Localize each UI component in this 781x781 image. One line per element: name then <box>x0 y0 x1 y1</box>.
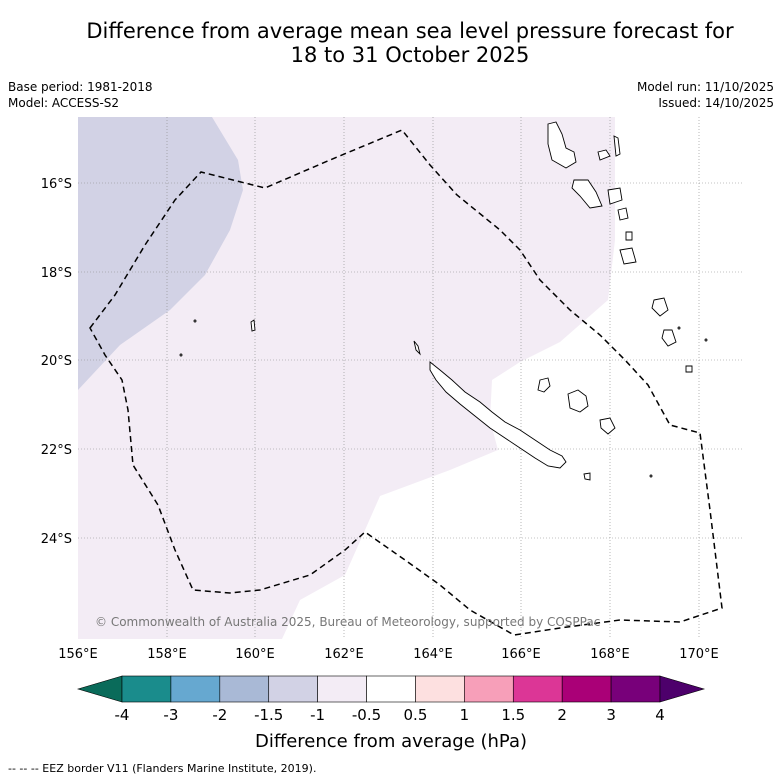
matthew-island <box>685 365 693 373</box>
colorbar-cell <box>317 675 367 703</box>
lat-label: 24°S <box>41 532 72 547</box>
lon-label: 158°E <box>147 647 187 662</box>
model-run: Model run: 11/10/2025 <box>636 80 774 94</box>
colorbar-cell <box>415 675 465 703</box>
colorbar-cell <box>561 675 612 703</box>
lon-label: 156°E <box>58 647 98 662</box>
lon-label: 170°E <box>679 647 719 662</box>
lat-labels: 16°S 18°S 20°S 22°S 24°S <box>41 177 72 547</box>
title-line-1: Difference from average mean sea level p… <box>86 19 734 43</box>
colorbar: -4 -3 -2 -1.5 -1 -0.5 0.5 1 1.5 2 3 4 Difference fr… <box>76 675 706 752</box>
model-name: Model: ACCESS-S2 <box>8 96 120 110</box>
colorbar-tick-label: 1 <box>460 706 470 724</box>
colorbar-cell <box>366 675 416 703</box>
coastlines <box>179 121 708 481</box>
colorbar-tick-label: 0.5 <box>404 706 428 724</box>
colorbar-cell <box>268 675 318 703</box>
colorbar-tick-label: 4 <box>655 706 665 724</box>
lat-label: 20°S <box>41 354 72 369</box>
islet-dot <box>193 319 197 323</box>
belep-islets <box>413 340 421 356</box>
lon-label: 162°E <box>324 647 364 662</box>
tanna-island <box>625 231 633 241</box>
erromango-island <box>619 247 637 265</box>
colorbar-tick-label: 2 <box>557 706 567 724</box>
hunter-island <box>661 329 677 347</box>
new-caledonia-island <box>429 361 567 469</box>
maewo-island <box>613 135 621 157</box>
colorbar-cell <box>121 675 172 703</box>
colorbar-cell <box>464 675 514 703</box>
lat-label: 16°S <box>41 177 72 192</box>
colorbar-cell <box>512 675 563 703</box>
islet-dot <box>179 353 183 357</box>
ouvea-island <box>537 377 551 393</box>
islet-dot <box>649 474 653 478</box>
title-line-2: 18 to 31 October 2025 <box>290 43 530 67</box>
colorbar-tick-label: -4 <box>115 706 130 724</box>
colorbar-tick-label: -2 <box>212 706 227 724</box>
colorbar-tick-label: -3 <box>163 706 178 724</box>
anomaly-region-minus-1-5 <box>78 117 243 390</box>
lon-label: 160°E <box>235 647 275 662</box>
efate-island <box>617 207 629 221</box>
colorbar-label: Difference from average (hPa) <box>255 731 527 752</box>
meta-right: Model run: 11/10/2025 Issued: 14/10/2025 <box>637 79 774 111</box>
colorbar-tick-label: -0.5 <box>352 706 381 724</box>
lifou-island <box>567 389 589 413</box>
map-panel <box>78 117 743 639</box>
chart-title: Difference from average mean sea level p… <box>40 19 780 67</box>
colorbar-cell <box>610 675 661 703</box>
lat-label: 22°S <box>41 443 72 458</box>
chesterfield-islet <box>250 319 256 332</box>
colorbar-tick-label: -1.5 <box>254 706 283 724</box>
islet-dot <box>704 338 708 342</box>
meta-left: Base period: 1981-2018 Model: ACCESS-S2 <box>8 79 153 111</box>
lat-label: 18°S <box>41 266 72 281</box>
issued-date: Issued: 14/10/2025 <box>658 96 774 110</box>
mare-island <box>599 417 616 435</box>
colorbar-tick-label: -1 <box>310 706 325 724</box>
malakula-island <box>571 179 603 209</box>
loyalty-east-island <box>651 297 669 317</box>
lon-label: 164°E <box>413 647 453 662</box>
colorbar-over-arrow <box>659 675 706 703</box>
lon-label: 168°E <box>590 647 630 662</box>
base-period: Base period: 1981-2018 <box>8 80 153 94</box>
colorbar-under-arrow <box>76 675 123 703</box>
colorbar-cell <box>219 675 270 703</box>
lon-labels: 156°E 158°E 160°E 162°E 164°E 166°E 168°… <box>58 647 719 662</box>
colorbar-tick-label: 1.5 <box>501 706 525 724</box>
lon-label: 166°E <box>501 647 541 662</box>
map-copyright: © Commonwealth of Australia 2025, Bureau… <box>95 615 600 629</box>
eez-legend: -- -- -- EEZ border V11 (Flanders Marine… <box>8 762 317 775</box>
eez-border <box>89 129 723 636</box>
colorbar-cell <box>170 675 221 703</box>
ambae-island <box>597 149 611 161</box>
isle-of-pines <box>583 472 591 481</box>
islet-dot <box>677 326 681 330</box>
colorbar-cells <box>121 675 661 703</box>
graticule <box>78 117 743 639</box>
colorbar-labels: -4 -3 -2 -1.5 -1 -0.5 0.5 1 1.5 2 3 4 <box>115 706 665 724</box>
espiritu-santo-island <box>547 121 577 169</box>
pentecost-island <box>607 187 623 205</box>
colorbar-tick-label: 3 <box>606 706 616 724</box>
